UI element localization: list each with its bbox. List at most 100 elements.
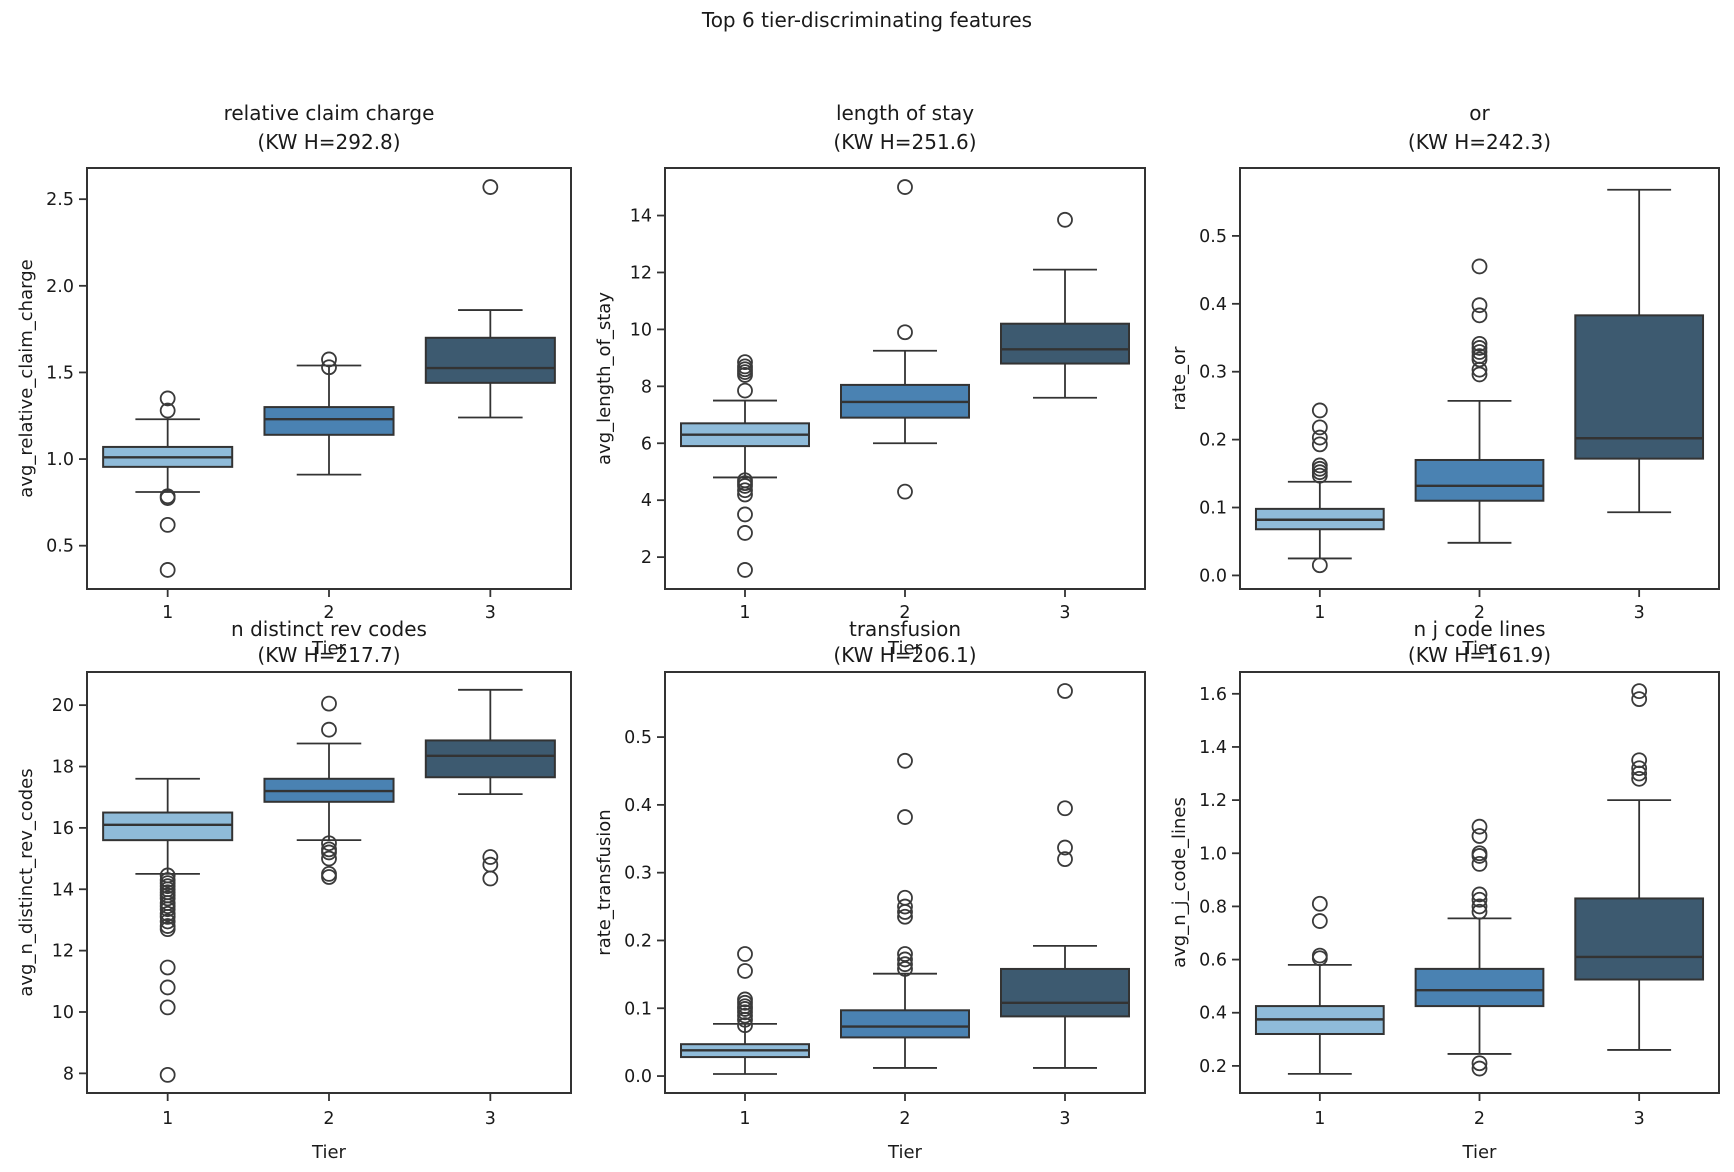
subplot-title: transfusion [849,617,961,641]
subplot-subtitle: (KW H=242.3) [1408,130,1551,154]
outlier-point [159,979,176,996]
outlier-point [737,946,753,962]
outlier-point [321,850,337,867]
x-tick-label: 3 [1059,603,1070,623]
outlier-point [159,913,176,930]
outlier-point [1471,903,1488,920]
y-tick-label: 10 [630,320,652,340]
outlier-point [1471,1055,1488,1072]
x-axis-label: Tier [1462,1142,1498,1163]
x-tick-label: 1 [162,1109,173,1129]
outlier-point [159,402,176,419]
outlier-point [897,956,913,973]
box-tier-1 [680,354,810,578]
y-tick-label: 0.5 [46,537,74,557]
x-tick-label: 1 [739,603,750,623]
outlier-point [1057,683,1073,699]
outlier-point [1471,818,1488,835]
outlier-point [897,904,913,920]
outlier-point [897,946,913,962]
y-tick-label: 6 [641,434,652,454]
outlier-point [1631,760,1648,777]
outlier-point [897,908,913,925]
outlier-point [897,483,913,500]
y-axis-label: rate_or [1169,346,1190,411]
subplot-subtitle: (KW H=292.8) [257,130,400,154]
x-tick-label: 2 [323,1109,334,1129]
outlier-point [897,951,913,968]
x-tick-label: 3 [1059,1109,1070,1129]
iqr-box [263,406,395,436]
outlier-point [1311,895,1328,912]
y-tick-label: 14 [630,207,652,227]
outlier-point [159,562,176,578]
x-tick-label: 2 [899,603,910,623]
x-tick-label: 1 [1314,1109,1325,1129]
outlier-point [482,870,499,887]
box-tier-1 [102,777,234,1083]
y-tick-label: 18 [52,758,74,778]
iqr-box [1000,967,1130,1018]
x-tick-label: 3 [485,1109,496,1129]
x-tick-label: 2 [1474,1109,1485,1129]
outlier-point [1471,340,1488,356]
outlier-point [1471,258,1488,275]
outlier-point [737,562,753,578]
x-tick-label: 1 [739,1109,750,1129]
outlier-point [737,486,753,503]
outlier-point [321,844,337,861]
outlier-point [1631,683,1648,700]
y-tick-label: 0.2 [1199,431,1227,451]
x-axis-label: Tier [887,638,923,659]
y-tick-label: 1.2 [1199,791,1227,811]
outlier-point [897,179,913,195]
iqr-box [1574,314,1705,460]
box-tier-1 [1254,895,1385,1075]
box-tier-3 [1574,188,1705,514]
y-tick-label: 2 [641,548,652,568]
outlier-point [1311,402,1328,419]
box-tier-1 [102,390,234,578]
outlier-point [159,1066,176,1083]
box-tier-1 [680,946,810,1075]
outlier-point [1057,839,1073,856]
y-tick-label: 12 [52,942,74,962]
subplot-title: relative claim charge [224,101,435,125]
outlier-point [321,351,337,368]
iqr-box [1414,458,1545,502]
y-tick-label: 4 [641,491,652,511]
subplot-or: or (KW H=242.3) 0.0 0.1 0.2 0.3 0.4 0.5 1 2 3 Tier r… [1169,101,1720,659]
iqr-box [840,1009,970,1039]
outlier-point [1471,898,1488,915]
outlier-point [321,866,337,882]
y-tick-label: 1.5 [46,363,74,383]
outlier-point [897,898,913,915]
y-tick-label: 14 [52,880,74,900]
y-tick-label: 1.0 [1199,844,1227,864]
y-tick-label: 20 [52,696,74,716]
outlier-point [159,390,176,407]
x-axis-label: Tier [311,638,347,659]
x-tick-label: 2 [323,603,334,623]
x-tick-label: 3 [485,603,496,623]
outlier-point [1471,366,1488,383]
outlier-point [737,382,753,399]
outlier-point [897,961,913,977]
subplot-n-j-code-lines: n j code lines(KW H=161.9) 0.2 0.4 0.6 0.8 1.… [1169,617,1720,1163]
y-tick-label: 1.6 [1199,685,1227,705]
x-axis-label: Tier [887,1142,923,1163]
box-tier-2 [840,752,970,1069]
x-axis-label: Tier [311,1142,347,1163]
outlier-point [1471,848,1488,864]
outlier-point [737,963,753,979]
outlier-point [1471,307,1488,324]
box-tier-3 [424,179,556,419]
y-tick-label: 16 [52,819,74,839]
outlier-point [482,849,499,865]
outlier-point [321,869,337,885]
y-tick-label: 0.5 [1199,227,1227,247]
y-tick-label: 2.0 [46,277,74,297]
